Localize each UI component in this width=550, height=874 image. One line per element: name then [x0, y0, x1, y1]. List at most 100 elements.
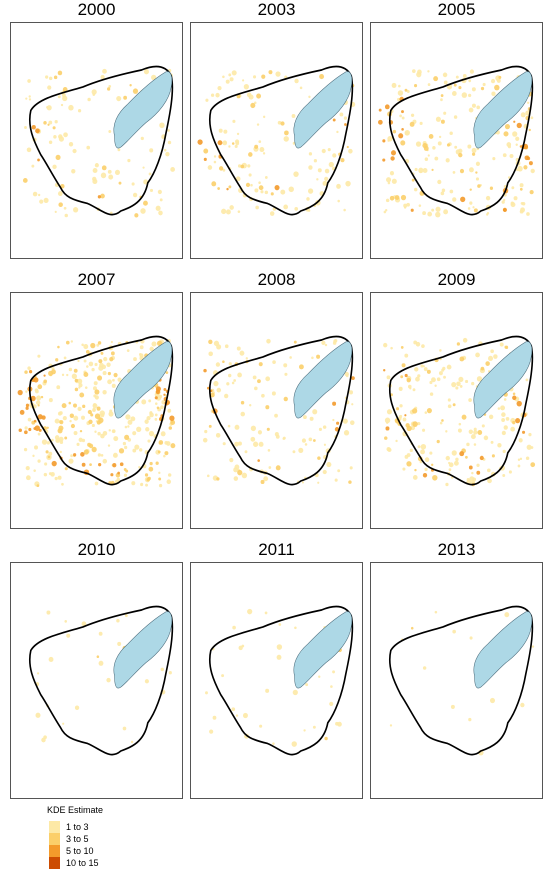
- kde-hotspot: [526, 444, 532, 450]
- kde-hotspot: [440, 98, 443, 102]
- kde-hotspot: [424, 457, 430, 463]
- kde-hotspot: [142, 166, 145, 169]
- map-frame: [190, 292, 363, 529]
- kde-hotspot: [415, 141, 422, 147]
- kde-hotspot: [417, 421, 421, 426]
- kde-hotspot: [224, 344, 229, 349]
- kde-hotspot: [117, 148, 121, 152]
- kde-hotspot: [231, 142, 235, 145]
- kde-hotspot: [401, 363, 406, 368]
- kde-hotspot: [102, 68, 107, 74]
- lake: [473, 341, 533, 419]
- kde-hotspot: [58, 436, 64, 442]
- kde-hotspot: [467, 144, 472, 149]
- kde-hotspot: [250, 425, 256, 432]
- kde-hotspot: [469, 188, 472, 191]
- kde-hotspot: [502, 153, 507, 158]
- kde-hotspot: [127, 158, 131, 163]
- kde-hotspot: [494, 84, 500, 91]
- kde-hotspot: [301, 481, 305, 484]
- kde-hotspot: [433, 76, 439, 82]
- kde-hotspot: [140, 208, 146, 214]
- kde-hotspot: [414, 167, 418, 172]
- kde-hotspot: [213, 160, 217, 164]
- kde-hotspot: [154, 396, 158, 400]
- kde-hotspot: [107, 444, 111, 447]
- kde-hotspot: [55, 438, 61, 443]
- kde-hotspot: [146, 477, 150, 482]
- legend-swatch: [49, 845, 60, 857]
- kde-hotspot: [488, 355, 494, 362]
- kde-hotspot: [216, 344, 222, 350]
- kde-hotspot: [466, 442, 470, 447]
- kde-hotspot: [62, 722, 65, 725]
- kde-hotspot: [424, 467, 428, 472]
- kde-hotspot: [124, 445, 128, 450]
- kde-hotspot: [34, 445, 38, 450]
- kde-hotspot: [29, 369, 33, 374]
- kde-hotspot: [387, 447, 392, 453]
- kde-hotspot: [132, 431, 137, 436]
- kde-hotspot: [27, 417, 32, 422]
- kde-hotspot: [487, 468, 491, 473]
- kde-hotspot: [222, 442, 226, 446]
- kde-hotspot: [452, 91, 457, 96]
- kde-hotspot: [427, 154, 430, 157]
- kde-hotspot: [155, 402, 158, 405]
- lake: [293, 71, 353, 149]
- kde-hotspot: [107, 169, 112, 174]
- kde-hotspot: [253, 75, 257, 79]
- kde-hotspot: [486, 212, 490, 215]
- kde-hotspot: [102, 458, 108, 464]
- kde-hotspot: [71, 168, 76, 174]
- kde-hotspot: [518, 438, 523, 443]
- kde-hotspot: [47, 85, 52, 90]
- map-svg: [17, 335, 176, 488]
- kde-hotspot: [312, 409, 318, 415]
- kde-hotspot: [211, 181, 217, 187]
- kde-hotspot: [528, 128, 531, 132]
- kde-hotspot: [113, 436, 119, 442]
- kde-hotspot: [389, 195, 395, 201]
- kde-hotspot: [32, 454, 35, 458]
- kde-hotspot: [205, 691, 208, 695]
- kde-hotspot: [93, 381, 98, 386]
- kde-hotspot: [395, 439, 398, 443]
- kde-hotspot: [323, 443, 326, 446]
- kde-hotspot: [386, 375, 391, 380]
- kde-hotspot: [502, 473, 506, 477]
- kde-hotspot: [81, 438, 86, 443]
- kde-hotspot: [417, 69, 422, 75]
- kde-hotspot: [68, 142, 74, 147]
- kde-hotspot: [441, 419, 444, 422]
- kde-hotspot: [265, 405, 270, 410]
- kde-hotspot: [37, 354, 41, 358]
- kde-hotspot: [247, 164, 251, 168]
- kde-hotspot: [406, 461, 412, 467]
- kde-hotspot: [451, 382, 457, 388]
- kde-hotspot: [258, 185, 264, 191]
- kde-hotspot: [490, 440, 494, 444]
- kde-hotspot: [280, 189, 286, 195]
- kde-hotspot: [513, 120, 516, 123]
- kde-hotspot: [113, 372, 118, 378]
- kde-hotspot: [531, 645, 535, 648]
- kde-hotspot: [407, 384, 412, 389]
- kde-hotspot: [41, 737, 46, 743]
- kde-hotspot: [305, 683, 309, 687]
- map-panel-2003: 2003: [190, 0, 363, 260]
- kde-hotspot: [88, 443, 94, 449]
- kde-hotspot: [40, 395, 44, 399]
- kde-hotspot: [443, 209, 449, 215]
- kde-hotspot: [332, 118, 336, 122]
- kde-hotspot: [443, 111, 447, 115]
- kde-hotspot: [203, 157, 207, 161]
- kde-hotspot: [24, 426, 28, 430]
- kde-hotspot: [471, 152, 476, 156]
- kde-hotspot: [454, 145, 458, 149]
- kde-hotspot: [428, 134, 434, 139]
- kde-hotspot: [228, 362, 232, 366]
- legend-label: 5 to 10: [66, 846, 94, 856]
- kde-hotspot: [222, 360, 225, 364]
- kde-hotspot: [431, 463, 434, 467]
